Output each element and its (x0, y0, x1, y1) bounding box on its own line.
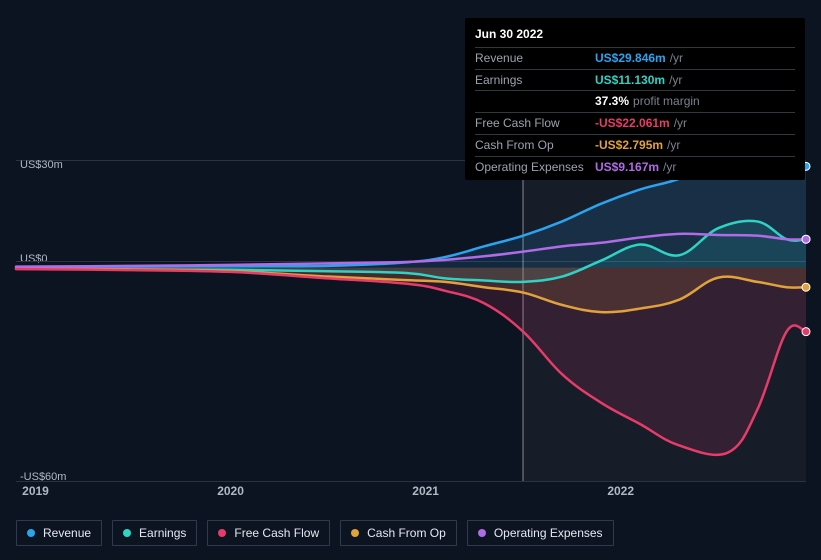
legend-item-operating-expenses[interactable]: Operating Expenses (467, 520, 614, 546)
x-tick-2020: 2020 (217, 484, 244, 498)
tooltip-row-value: -US$22.061m (595, 115, 670, 132)
legend-swatch-icon (123, 529, 131, 537)
chart-legend: Revenue Earnings Free Cash Flow Cash Fro… (16, 520, 614, 546)
tooltip-row-value: 37.3% (595, 93, 629, 110)
tooltip-row-unit: profit margin (629, 93, 700, 110)
chart-svg (16, 161, 806, 481)
legend-item-revenue[interactable]: Revenue (16, 520, 102, 546)
tooltip-row-operating-expenses: Operating Expenses US$9.167m /yr (475, 156, 795, 178)
financial-metrics-chart: Jun 30 2022 Revenue US$29.846m /yr Earni… (0, 0, 821, 560)
tooltip-row-label: Cash From Op (475, 137, 595, 154)
tooltip-row-value: US$29.846m (595, 50, 666, 67)
legend-swatch-icon (351, 529, 359, 537)
x-tick-2021: 2021 (412, 484, 439, 498)
tooltip-row-earnings: Earnings US$11.130m /yr (475, 69, 795, 91)
legend-swatch-icon (218, 529, 226, 537)
tooltip-row-unit: /yr (659, 159, 676, 176)
legend-item-fcf[interactable]: Free Cash Flow (207, 520, 330, 546)
legend-item-label: Operating Expenses (494, 526, 603, 540)
tooltip-row-unit: /yr (670, 115, 687, 132)
tooltip-row-value: US$9.167m (595, 159, 659, 176)
tooltip-row-label: Free Cash Flow (475, 115, 595, 132)
tooltip-row-value: US$11.130m (595, 72, 665, 89)
legend-swatch-icon (478, 529, 486, 537)
x-axis: 2019 2020 2021 2022 (16, 484, 806, 502)
tooltip-row-cash-from-op: Cash From Op -US$2.795m /yr (475, 134, 795, 156)
x-tick-2019: 2019 (22, 484, 49, 498)
legend-item-label: Earnings (139, 526, 186, 540)
tooltip-row-unit: /yr (666, 50, 683, 67)
tooltip-row-unit: /yr (665, 72, 682, 89)
tooltip-row-fcf: Free Cash Flow -US$22.061m /yr (475, 112, 795, 134)
legend-swatch-icon (27, 529, 35, 537)
tooltip-row-label (475, 93, 595, 110)
legend-item-label: Cash From Op (367, 526, 446, 540)
tooltip-row-unit: /yr (663, 137, 680, 154)
tooltip-row-label: Earnings (475, 72, 595, 89)
legend-item-cash-from-op[interactable]: Cash From Op (340, 520, 457, 546)
legend-item-label: Revenue (43, 526, 91, 540)
tooltip-row-profit-margin: 37.3% profit margin (475, 90, 795, 112)
x-tick-2022: 2022 (607, 484, 634, 498)
tooltip-row-label: Revenue (475, 50, 595, 67)
tooltip-row-revenue: Revenue US$29.846m /yr (475, 47, 795, 69)
legend-item-label: Free Cash Flow (234, 526, 319, 540)
legend-item-earnings[interactable]: Earnings (112, 520, 197, 546)
tooltip-row-label: Operating Expenses (475, 159, 595, 176)
tooltip-row-value: -US$2.795m (595, 137, 663, 154)
chart-plot-area[interactable]: US$30m US$0 -US$60m (16, 160, 806, 482)
chart-tooltip: Jun 30 2022 Revenue US$29.846m /yr Earni… (465, 18, 805, 180)
tooltip-date: Jun 30 2022 (475, 24, 795, 47)
